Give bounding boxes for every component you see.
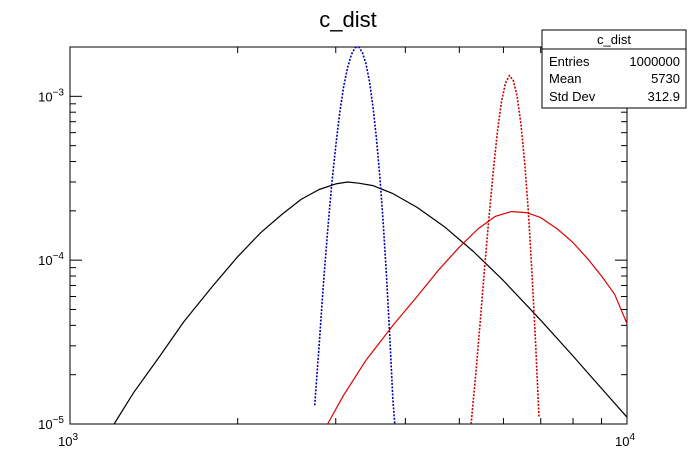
stats-box: c_dist Entries 1000000 Mean 5730 Std Dev…	[541, 29, 687, 109]
x-tick-label: 104	[615, 432, 635, 449]
stats-stddev-label: Std Dev	[549, 89, 596, 104]
stats-entries-label: Entries	[549, 54, 590, 69]
y-tick-label: 10−4	[38, 251, 64, 268]
stats-mean-value: 5730	[651, 71, 680, 86]
axis-tick-labels: 103 104 10−5 10−4 10−3	[38, 87, 635, 449]
axis-ticks	[69, 46, 628, 425]
series-line-0	[113, 181, 628, 425]
stats-mean-label: Mean	[549, 71, 582, 86]
series-line-1	[313, 46, 396, 425]
chart-title: c_dist	[319, 7, 376, 32]
series-line-3	[470, 74, 540, 425]
stats-box-frame	[541, 29, 687, 109]
stats-entries-value: 1000000	[629, 54, 680, 69]
plot-frame	[69, 46, 628, 425]
stats-stddev-value: 312.9	[647, 89, 680, 104]
plot-area: 103 104 10−5 10−4 10−3	[38, 46, 635, 449]
series-layer	[113, 46, 628, 425]
y-tick-label: 10−3	[38, 87, 64, 104]
series-line-2	[327, 211, 628, 425]
stats-box-title: c_dist	[597, 32, 631, 47]
y-tick-label: 10−5	[38, 415, 64, 432]
x-tick-label: 103	[58, 432, 78, 449]
